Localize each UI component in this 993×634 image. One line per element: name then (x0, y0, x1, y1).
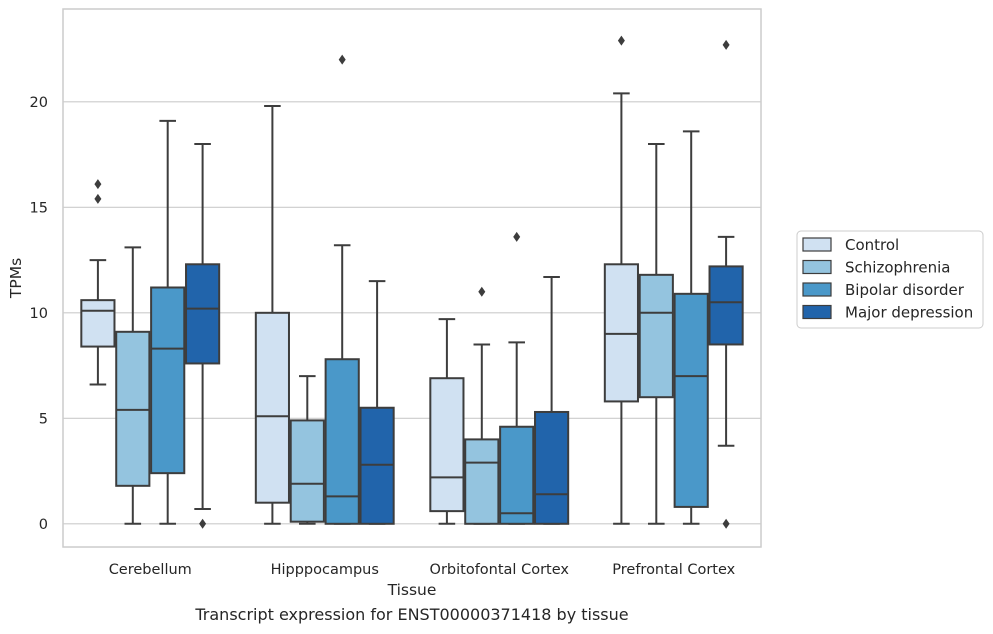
box (499, 425, 535, 525)
y-tick-label: 10 (30, 306, 48, 322)
series-group (150, 54, 709, 525)
x-tick-label: Hipppocampus (271, 562, 379, 578)
box (289, 419, 325, 523)
series-group (115, 143, 674, 525)
y-tick-labels: 0 5 10 15 20 (30, 95, 48, 533)
x-axis-label: Tissue (387, 581, 437, 599)
box-plot (534, 275, 570, 525)
y-tick-label: 5 (39, 411, 48, 427)
box (534, 410, 570, 525)
plot-frame (62, 8, 762, 548)
legend: Control Schizophrenia Bipolar disorder Majo… (796, 230, 984, 329)
outlier-point (94, 179, 102, 190)
box (429, 377, 465, 513)
legend-swatch (802, 237, 832, 252)
box (464, 438, 500, 525)
box (185, 263, 221, 365)
box (80, 299, 116, 348)
box (324, 358, 360, 525)
outlier-point (338, 54, 346, 65)
legend-label: Schizophrenia (845, 259, 950, 277)
box-plot (359, 280, 395, 525)
legend-label: Major depression (845, 304, 973, 322)
y-tick-label: 20 (30, 95, 48, 111)
legend-frame (796, 230, 984, 329)
box (708, 265, 744, 346)
box (254, 311, 290, 504)
box-plot (80, 179, 116, 386)
box (638, 273, 674, 399)
box-plot (499, 231, 535, 525)
box (115, 330, 151, 487)
legend-label: Bipolar disorder (845, 281, 965, 299)
box-plot (429, 318, 465, 525)
outlier-point (722, 518, 730, 529)
box-plot (638, 143, 674, 525)
box (150, 286, 186, 475)
legend-swatch (802, 304, 832, 320)
x-tick-labels: Cerebellum Hipppocampus Orbitofontal Corte… (109, 562, 736, 578)
outlier-point (722, 39, 730, 50)
series-group (80, 35, 639, 525)
legend-swatch (802, 259, 832, 275)
x-tick-label: Prefrontal Cortex (612, 562, 735, 578)
box-plot (289, 375, 325, 525)
outlier-point (478, 286, 486, 297)
outlier-point (513, 231, 521, 242)
legend-swatch (802, 282, 832, 297)
y-tick-label: 0 (39, 517, 48, 533)
y-tick-label: 15 (30, 200, 48, 216)
y-axis-label: TPMs (7, 258, 25, 299)
box-plot (464, 286, 500, 525)
box (359, 406, 395, 525)
outlier-point (199, 518, 207, 529)
box (603, 263, 639, 403)
box-plot (185, 143, 221, 529)
box-plot (150, 119, 186, 525)
box-plot (254, 105, 290, 525)
figure-caption: Transcript expression for ENST0000037141… (195, 605, 629, 624)
box-plot (115, 246, 151, 525)
series-group (185, 39, 744, 529)
box-plot (324, 54, 360, 525)
x-tick-label: Cerebellum (109, 562, 192, 578)
box-plot (603, 35, 639, 525)
outlier-point (94, 193, 102, 204)
outlier-point (617, 35, 625, 46)
legend-label: Control (845, 236, 899, 254)
box-plot (708, 39, 744, 529)
box-plot (673, 130, 709, 525)
box-groups (80, 35, 744, 529)
box (673, 292, 709, 508)
x-tick-label: Orbitofontal Cortex (430, 562, 570, 578)
